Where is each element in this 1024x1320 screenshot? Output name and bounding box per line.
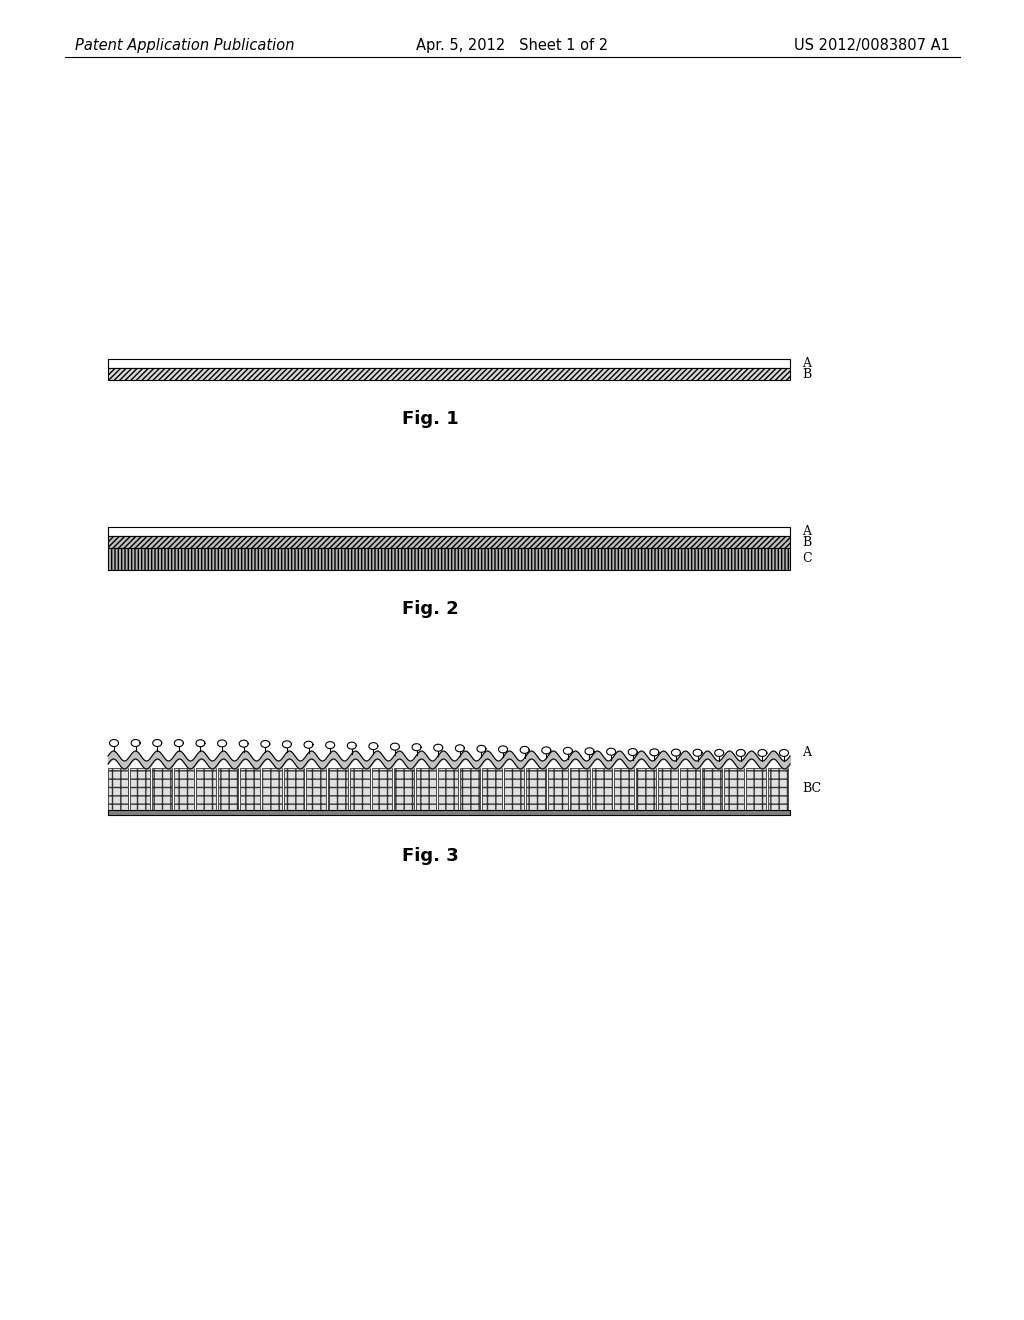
- Bar: [240, 768, 260, 810]
- Bar: [768, 768, 788, 810]
- Bar: [218, 768, 238, 810]
- Text: BC: BC: [802, 783, 821, 796]
- Bar: [306, 768, 326, 810]
- Text: Fig. 3: Fig. 3: [401, 847, 459, 865]
- Bar: [702, 768, 722, 810]
- Bar: [746, 768, 766, 810]
- Bar: [416, 768, 436, 810]
- Bar: [504, 768, 524, 810]
- Text: A: A: [802, 746, 811, 759]
- Bar: [372, 768, 392, 810]
- Bar: [108, 548, 790, 570]
- Bar: [724, 768, 744, 810]
- Bar: [108, 768, 128, 810]
- Text: B: B: [802, 536, 811, 549]
- Bar: [108, 810, 790, 814]
- Bar: [482, 768, 502, 810]
- Bar: [284, 768, 304, 810]
- Bar: [108, 527, 790, 536]
- Text: Fig. 2: Fig. 2: [401, 601, 459, 618]
- Text: US 2012/0083807 A1: US 2012/0083807 A1: [795, 38, 950, 53]
- Text: Apr. 5, 2012   Sheet 1 of 2: Apr. 5, 2012 Sheet 1 of 2: [416, 38, 608, 53]
- Bar: [174, 768, 194, 810]
- Bar: [130, 768, 150, 810]
- Bar: [108, 536, 790, 548]
- Bar: [394, 768, 414, 810]
- Bar: [658, 768, 678, 810]
- Bar: [570, 768, 590, 810]
- Bar: [438, 768, 458, 810]
- Bar: [460, 768, 480, 810]
- Text: Patent Application Publication: Patent Application Publication: [75, 38, 295, 53]
- Bar: [636, 768, 656, 810]
- Bar: [614, 768, 634, 810]
- Bar: [592, 768, 612, 810]
- Bar: [548, 768, 568, 810]
- Text: C: C: [802, 553, 812, 565]
- Bar: [526, 768, 546, 810]
- Bar: [680, 768, 700, 810]
- Bar: [108, 359, 790, 368]
- Bar: [152, 768, 172, 810]
- Text: B: B: [802, 367, 811, 380]
- Bar: [196, 768, 216, 810]
- Bar: [262, 768, 282, 810]
- Bar: [350, 768, 370, 810]
- Text: A: A: [802, 356, 811, 370]
- Text: Fig. 1: Fig. 1: [401, 411, 459, 428]
- Text: A: A: [802, 525, 811, 539]
- Bar: [108, 368, 790, 380]
- Bar: [328, 768, 348, 810]
